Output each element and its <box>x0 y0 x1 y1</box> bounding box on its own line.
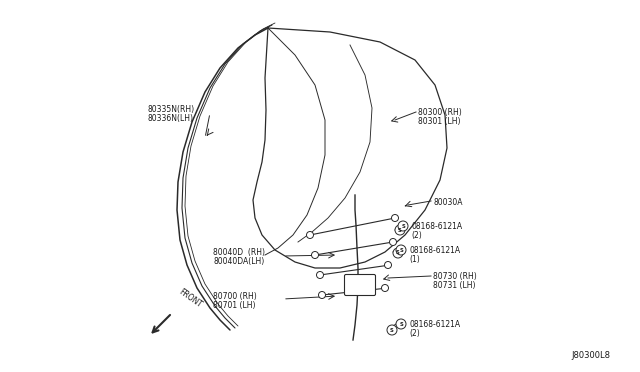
Circle shape <box>387 325 397 335</box>
Text: 08168-6121A: 08168-6121A <box>409 320 460 329</box>
Text: FRONT: FRONT <box>177 288 204 310</box>
Text: 08168-6121A: 08168-6121A <box>409 246 460 255</box>
Text: (2): (2) <box>409 329 420 338</box>
Text: 80040DA(LH): 80040DA(LH) <box>213 257 264 266</box>
Text: 80301 (LH): 80301 (LH) <box>418 117 461 126</box>
Text: (2): (2) <box>411 231 422 240</box>
Text: S: S <box>399 321 403 327</box>
Circle shape <box>319 292 326 298</box>
Text: S: S <box>401 224 405 228</box>
Text: S: S <box>390 327 394 333</box>
Text: S: S <box>396 250 400 256</box>
Text: 80701 (LH): 80701 (LH) <box>213 301 255 310</box>
Text: 80730 (RH): 80730 (RH) <box>433 272 477 281</box>
Circle shape <box>312 251 319 259</box>
Circle shape <box>392 215 399 221</box>
Circle shape <box>393 248 403 258</box>
Text: 08168-6121A: 08168-6121A <box>411 222 462 231</box>
Text: J80300L8: J80300L8 <box>571 351 610 360</box>
Circle shape <box>396 319 406 329</box>
FancyBboxPatch shape <box>344 275 376 295</box>
Circle shape <box>381 285 388 292</box>
Circle shape <box>395 225 405 235</box>
Text: 80030A: 80030A <box>433 198 463 207</box>
Circle shape <box>396 245 406 255</box>
Text: 80300 (RH): 80300 (RH) <box>418 108 461 117</box>
Text: (1): (1) <box>409 255 420 264</box>
Text: 80731 (LH): 80731 (LH) <box>433 281 476 290</box>
Text: 80040D  (RH): 80040D (RH) <box>213 248 265 257</box>
Text: S: S <box>399 247 403 253</box>
Text: 80700 (RH): 80700 (RH) <box>213 292 257 301</box>
Circle shape <box>307 231 314 238</box>
Circle shape <box>390 238 397 246</box>
Circle shape <box>385 262 392 269</box>
Text: S: S <box>398 228 402 232</box>
Circle shape <box>317 272 323 279</box>
Circle shape <box>398 221 408 231</box>
Text: 80335N(RH): 80335N(RH) <box>148 105 195 114</box>
Text: 80336N(LH): 80336N(LH) <box>148 114 194 123</box>
